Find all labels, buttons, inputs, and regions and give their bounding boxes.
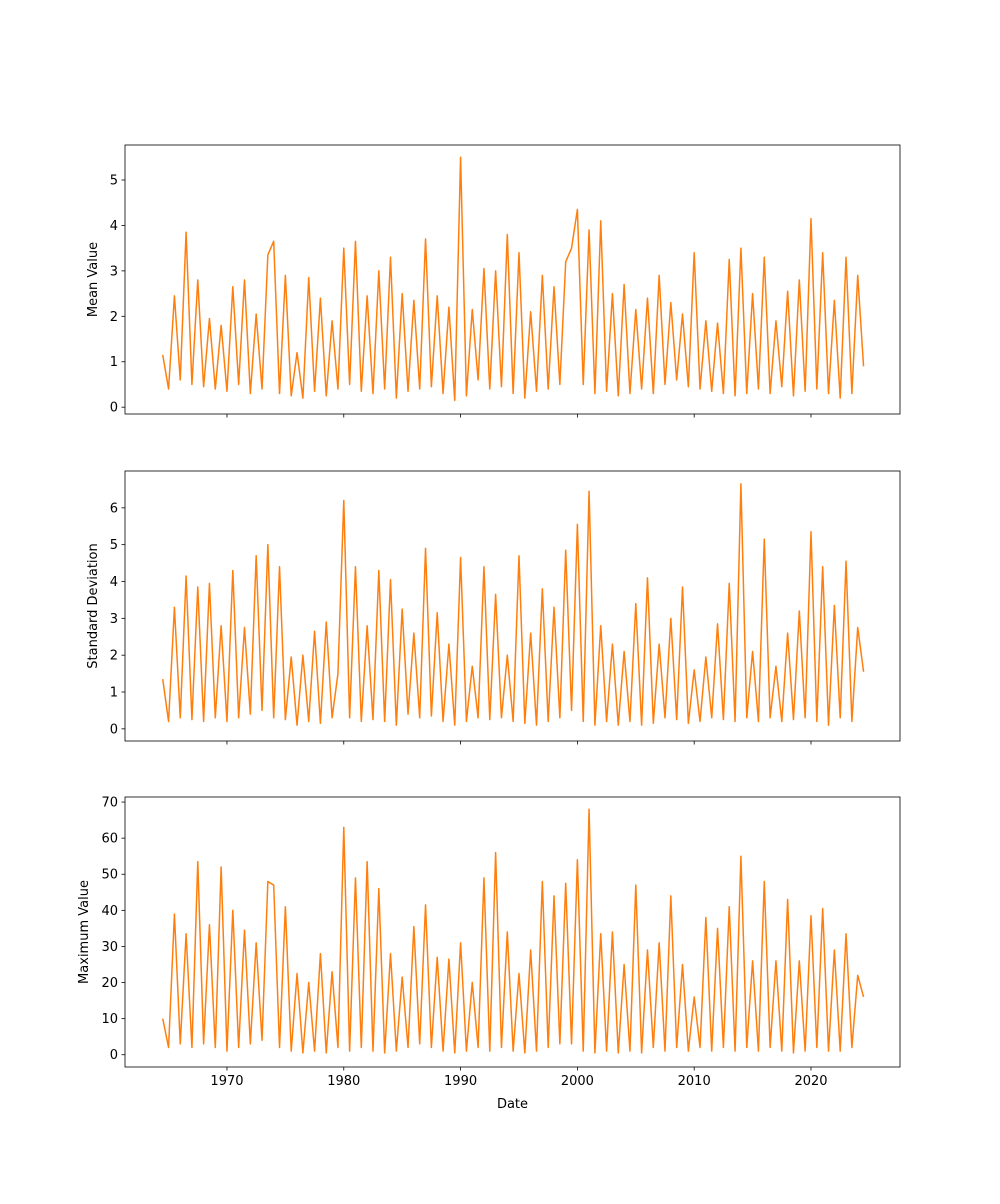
y-tick-label: 10	[101, 1012, 118, 1027]
y-tick-label: 2	[110, 310, 118, 325]
y-tick-label: 1	[110, 686, 118, 701]
plot-area	[161, 808, 865, 1054]
y-axis-label: Maximum Value	[77, 880, 92, 984]
y-tick-label: 1	[110, 355, 118, 370]
data-line	[161, 808, 865, 1054]
x-axis-label: Date	[497, 1097, 528, 1112]
plot-area	[161, 483, 865, 726]
y-tick-label: 60	[101, 832, 118, 847]
y-tick-label: 3	[110, 264, 118, 279]
y-tick-label: 40	[101, 904, 118, 919]
x-tick-label: 2010	[678, 1074, 711, 1089]
y-tick-label: 70	[101, 796, 118, 811]
y-axis-label: Standard Deviation	[86, 543, 101, 668]
y-tick-label: 0	[110, 401, 118, 416]
y-tick-label: 4	[110, 219, 118, 234]
axes-frame	[124, 144, 901, 415]
plot-area	[161, 156, 865, 402]
y-tick-label: 2	[110, 649, 118, 664]
y-tick-label: 6	[110, 501, 118, 516]
axes-frame	[124, 796, 901, 1068]
y-tick-label: 5	[110, 538, 118, 553]
y-tick-label: 0	[110, 722, 118, 737]
y-tick-label: 0	[110, 1048, 118, 1063]
y-tick-label: 20	[101, 976, 118, 991]
x-tick-label: 1970	[210, 1074, 243, 1089]
data-line	[161, 156, 865, 402]
x-tick-label: 1990	[444, 1074, 477, 1089]
data-line	[161, 483, 865, 726]
x-tick-label: 1980	[327, 1074, 360, 1089]
y-tick-label: 4	[110, 575, 118, 590]
y-tick-label: 5	[110, 173, 118, 188]
y-tick-label: 30	[101, 940, 118, 955]
x-tick-label: 2000	[561, 1074, 594, 1089]
y-tick-label: 3	[110, 612, 118, 627]
x-tick-label: 2020	[794, 1074, 827, 1089]
axes-frame	[124, 470, 901, 742]
y-axis-label: Mean Value	[86, 242, 101, 317]
y-tick-label: 50	[101, 868, 118, 883]
